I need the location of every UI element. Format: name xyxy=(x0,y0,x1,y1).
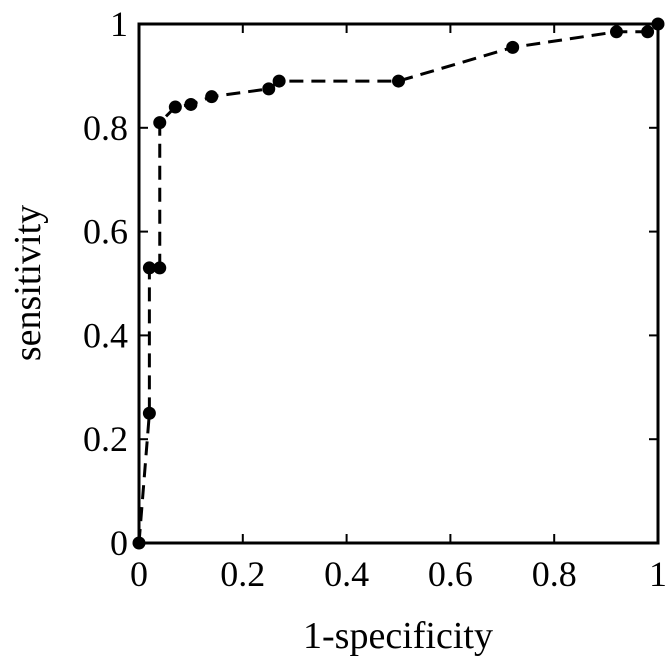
roc-point xyxy=(609,25,623,39)
roc-point xyxy=(506,40,520,54)
x-tick-label: 0.6 xyxy=(428,554,473,594)
x-tick-label: 1 xyxy=(649,554,665,594)
x-tick-label: 0.2 xyxy=(220,554,265,594)
roc-points xyxy=(132,17,665,550)
y-tick-label: 0 xyxy=(110,523,128,563)
x-tick-label: 0.8 xyxy=(532,554,577,594)
roc-point xyxy=(153,261,167,275)
roc-point xyxy=(272,74,286,88)
roc-point xyxy=(153,116,167,130)
roc-point xyxy=(132,536,146,550)
x-axis-label: 1-specificity xyxy=(303,615,493,657)
roc-point xyxy=(168,100,182,114)
roc-point xyxy=(641,25,655,39)
roc-point xyxy=(184,97,198,111)
x-tick-label: 0 xyxy=(130,554,148,594)
y-tick-label: 0.2 xyxy=(83,419,128,459)
roc-point xyxy=(142,261,156,275)
roc-point xyxy=(651,17,665,31)
y-tick-label: 0.6 xyxy=(83,212,128,252)
x-tick-label: 0.4 xyxy=(324,554,369,594)
y-axis-label: sensitivity xyxy=(7,205,49,361)
roc-point xyxy=(262,82,276,96)
y-tick-labels: 0 0.2 0.4 0.6 0.8 1 xyxy=(83,4,128,563)
roc-point xyxy=(392,74,405,88)
y-tick-label: 0.4 xyxy=(83,315,128,355)
x-tick-labels: 0 0.2 0.4 0.6 0.8 1 xyxy=(130,554,665,594)
plot-frame xyxy=(137,22,660,545)
y-tick-label: 1 xyxy=(110,4,128,44)
roc-curve-line xyxy=(137,22,659,544)
roc-point xyxy=(205,90,219,104)
y-tick-label: 0.8 xyxy=(83,108,128,148)
roc-point xyxy=(142,406,156,420)
tick-marks xyxy=(138,23,659,544)
